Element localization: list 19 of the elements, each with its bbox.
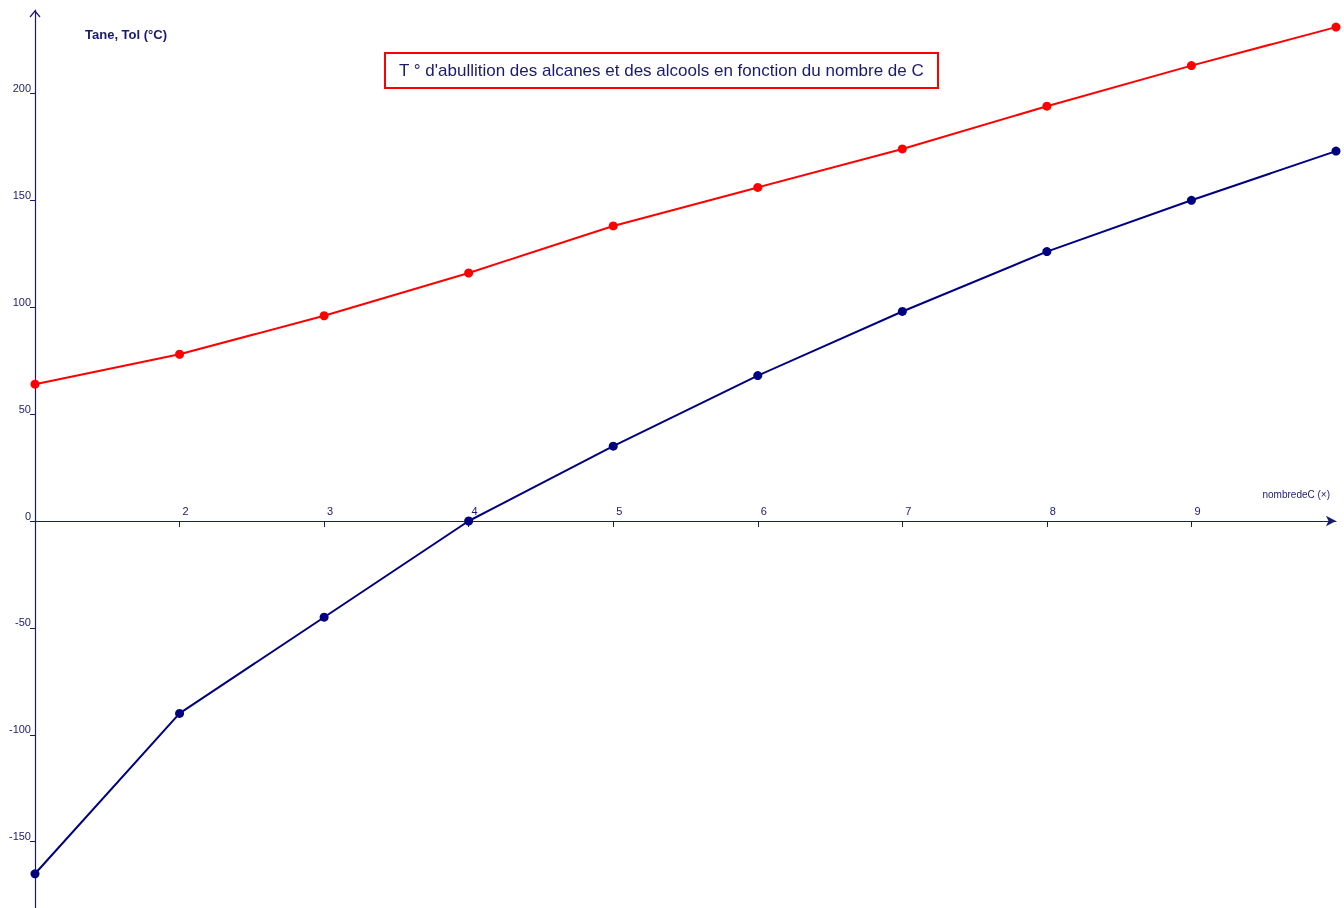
y-tick-label: -50 <box>15 616 31 629</box>
x-tick-label: 5 <box>616 504 623 517</box>
y-tick-label: 0 <box>24 509 31 522</box>
x-tick-label: 6 <box>760 504 767 517</box>
y-tick-label: -150 <box>8 830 31 843</box>
x-tick-label: 2 <box>182 504 189 517</box>
x-tick-label: 8 <box>1049 504 1056 517</box>
y-tick-label: -100 <box>8 723 31 736</box>
x-tick-label: 7 <box>905 504 912 517</box>
y-tick-label: 200 <box>12 81 31 94</box>
y-tick-label: 100 <box>12 295 31 308</box>
x-tick-label: 3 <box>327 504 334 517</box>
y-axis-title: Tane, Tol (°C) <box>85 27 167 42</box>
y-tick-label: 150 <box>12 188 31 201</box>
x-tick-label: 4 <box>471 504 478 517</box>
y-tick-label: 50 <box>18 402 31 415</box>
x-axis-title: nombredeC (×) <box>1262 488 1330 500</box>
x-tick-label: 9 <box>1194 504 1201 517</box>
text: T ° d'abullition des alcanes et des alcools en fonction du nombre de C <box>399 61 924 80</box>
